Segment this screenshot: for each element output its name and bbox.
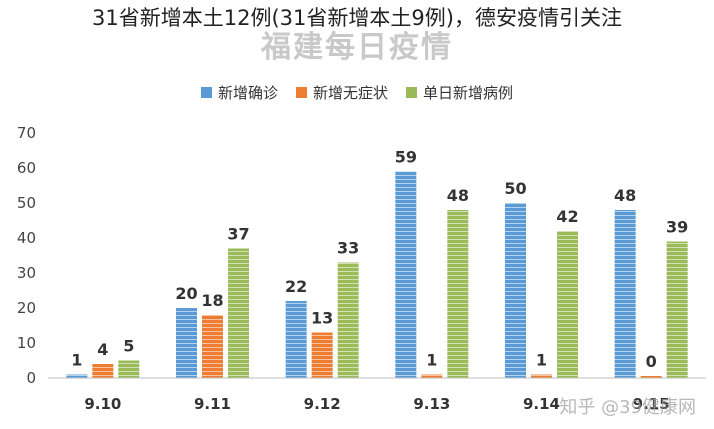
bar-confirmed-9.14	[505, 203, 526, 378]
legend-item-daily-total: 单日新增病例	[406, 82, 513, 103]
bar-daily-total-9.10	[118, 360, 140, 378]
y-tick-label: 0	[26, 369, 36, 387]
legend-swatch-asymptomatic	[295, 87, 307, 98]
x-tick-label: 9.11	[194, 395, 231, 413]
data-label-asymptomatic-9.13: 1	[426, 351, 437, 370]
data-label-confirmed-9.10: 1	[71, 351, 82, 370]
bar-asymptomatic-9.14	[531, 374, 552, 378]
y-tick-label: 50	[17, 194, 36, 212]
data-label-confirmed-9.11: 20	[175, 284, 197, 303]
bar-asymptomatic-9.10	[92, 364, 114, 378]
chart-title: 福建每日疫情	[261, 30, 453, 65]
data-label-daily-total-9.10: 5	[123, 337, 134, 356]
legend-label-asymptomatic: 新增无症状	[312, 84, 388, 102]
x-axis: 9.10 9.11 9.12 9.13 9.14 9.15	[48, 377, 706, 413]
headline: 31省新增本土12例(31省新增本土9例)，德安疫情引关注	[92, 6, 622, 30]
data-label-daily-total-9.14: 42	[556, 207, 578, 226]
x-tick-label: 9.12	[304, 395, 341, 413]
watermark: 知乎 @39健康网	[559, 397, 696, 418]
data-label-daily-total-9.15: 39	[666, 218, 688, 237]
y-tick-label: 30	[17, 264, 36, 282]
bar-daily-total-9.14	[557, 231, 578, 378]
data-label-asymptomatic-9.11: 18	[201, 291, 223, 310]
bar-confirmed-9.13	[395, 171, 417, 378]
legend-swatch-daily-total	[406, 87, 417, 98]
data-label-daily-total-9.13: 48	[447, 186, 469, 205]
bar-confirmed-9.15	[614, 210, 636, 378]
legend-label-daily-total: 单日新增病例	[423, 84, 514, 102]
x-tick-label: 9.13	[413, 395, 450, 413]
bar-confirmed-9.12	[285, 301, 307, 378]
bar-daily-total-9.15	[666, 241, 688, 378]
bar-daily-total-9.11	[228, 248, 249, 378]
legend-item-confirmed: 新增确诊	[200, 82, 278, 103]
y-tick-label: 70	[17, 124, 36, 142]
y-tick-label: 40	[17, 229, 36, 247]
bar-asymptomatic-9.12	[311, 332, 333, 378]
y-axis: 0 10 20 30 40 50 60 70	[17, 124, 36, 387]
data-label-confirmed-9.14: 50	[504, 179, 526, 198]
bars	[66, 171, 688, 378]
x-tick-label: 9.10	[84, 395, 121, 413]
legend-swatch-confirmed	[200, 87, 212, 98]
bar-confirmed-9.11	[176, 308, 197, 378]
bar-asymptomatic-9.15	[640, 376, 662, 378]
data-label-daily-total-9.11: 37	[227, 225, 249, 244]
data-label-asymptomatic-9.14: 1	[536, 351, 547, 370]
data-label-daily-total-9.12: 33	[337, 239, 359, 258]
bar-asymptomatic-9.13	[421, 374, 443, 378]
data-label-asymptomatic-9.10: 4	[97, 340, 108, 359]
bar-confirmed-9.10	[66, 374, 88, 378]
data-label-asymptomatic-9.15: 0	[646, 352, 657, 371]
data-label-asymptomatic-9.12: 13	[311, 309, 333, 328]
x-tick-label: 9.14	[523, 395, 560, 413]
bar-daily-total-9.13	[447, 210, 469, 378]
bar-daily-total-9.12	[337, 262, 359, 378]
y-tick-label: 20	[17, 299, 36, 317]
y-tick-label: 10	[17, 334, 36, 352]
y-tick-label: 60	[17, 159, 36, 177]
legend-item-asymptomatic: 新增无症状	[295, 82, 388, 103]
chart-legend: 新增确诊 新增无症状 单日新增病例	[0, 82, 714, 103]
bar-asymptomatic-9.11	[202, 315, 223, 378]
legend-label-confirmed: 新增确诊	[217, 84, 278, 102]
data-label-confirmed-9.12: 22	[285, 277, 307, 296]
x-tick-label: 9.15	[633, 395, 670, 413]
data-label-confirmed-9.15: 48	[614, 186, 636, 205]
data-label-confirmed-9.13: 59	[395, 148, 417, 167]
